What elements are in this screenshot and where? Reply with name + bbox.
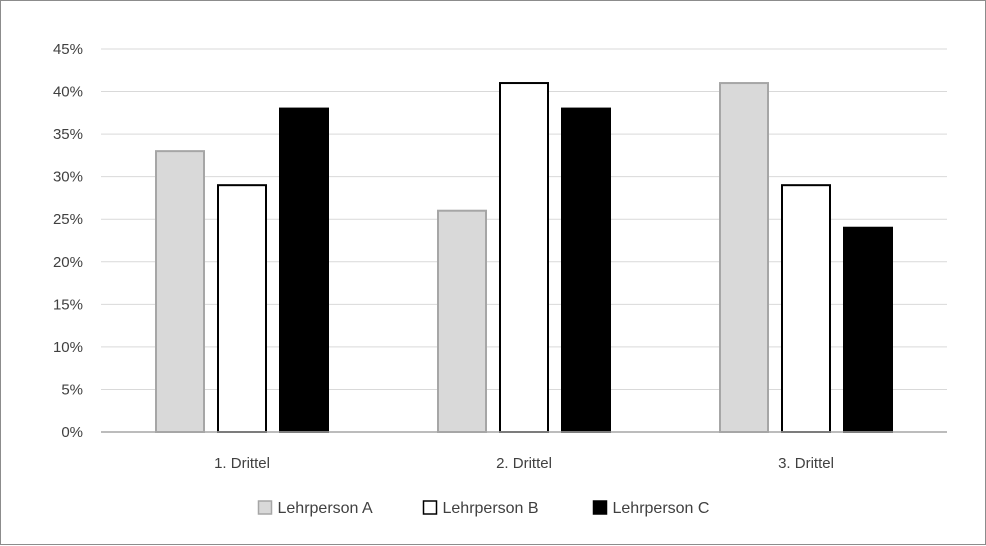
bar — [561, 107, 611, 433]
bar — [781, 184, 831, 433]
legend-swatch — [257, 500, 273, 515]
y-tick-label: 35% — [53, 126, 83, 143]
y-tick-label: 20% — [53, 254, 83, 271]
y-tick-label: 25% — [53, 211, 83, 228]
y-tick-label: 40% — [53, 84, 83, 101]
legend-label: Lehrperson B — [443, 500, 539, 517]
bar — [217, 184, 267, 433]
x-tick-label: 1. Drittel — [214, 455, 270, 472]
x-tick-label: 2. Drittel — [496, 455, 552, 472]
bar — [843, 226, 893, 433]
legend-swatch — [422, 500, 438, 515]
bar — [279, 107, 329, 433]
y-tick-label: 45% — [53, 41, 83, 58]
y-tick-label: 0% — [61, 424, 83, 441]
legend-swatch — [592, 500, 608, 515]
x-tick-label: 3. Drittel — [778, 455, 834, 472]
y-tick-label: 15% — [53, 296, 83, 313]
bar — [437, 209, 487, 433]
legend-label: Lehrperson C — [613, 500, 710, 517]
y-tick-label: 30% — [53, 169, 83, 186]
legend-label: Lehrperson A — [278, 500, 374, 517]
y-tick-label: 5% — [61, 381, 83, 398]
bar — [719, 82, 769, 434]
y-tick-label: 10% — [53, 339, 83, 356]
bar — [499, 82, 549, 434]
bar — [155, 150, 205, 433]
